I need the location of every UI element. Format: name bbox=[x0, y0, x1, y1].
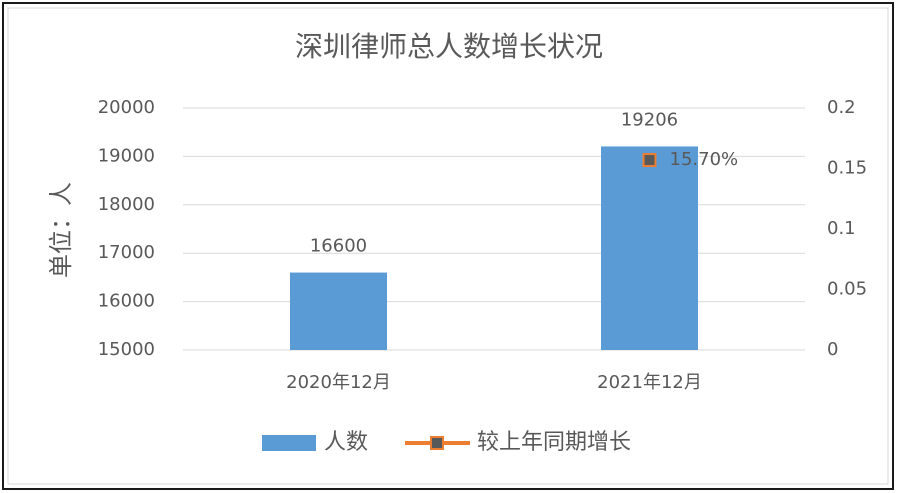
chart-title: 深圳律师总人数增长状况 bbox=[295, 30, 603, 63]
legend-label: 较上年同期增长 bbox=[477, 430, 631, 455]
y-axis-label: 单位：人 bbox=[47, 182, 75, 278]
bar bbox=[601, 146, 698, 350]
y2-tick-label: 0.2 bbox=[827, 97, 856, 118]
data-label: 16600 bbox=[310, 236, 367, 257]
y2-tick-label: 0.05 bbox=[827, 279, 867, 300]
plot-frame bbox=[7, 7, 889, 485]
y-tick-label: 18000 bbox=[98, 194, 155, 215]
legend-swatch bbox=[262, 435, 316, 451]
y-tick-label: 15000 bbox=[98, 339, 155, 360]
x-tick-label: 2020年12月 bbox=[286, 372, 391, 393]
y-tick-label: 19000 bbox=[98, 145, 155, 166]
y-tick-label: 20000 bbox=[98, 97, 155, 118]
data-label: 19206 bbox=[621, 109, 678, 130]
bar bbox=[290, 272, 387, 350]
y-tick-label: 17000 bbox=[98, 242, 155, 263]
line-marker bbox=[642, 153, 657, 168]
y-tick-label: 16000 bbox=[98, 291, 155, 312]
data-label: 15.70% bbox=[670, 149, 739, 170]
x-tick-label: 2021年12月 bbox=[597, 372, 702, 393]
legend-label: 人数 bbox=[324, 430, 368, 455]
y2-tick-label: 0 bbox=[827, 339, 838, 360]
legend-swatch-marker bbox=[430, 436, 444, 450]
y2-tick-label: 0.1 bbox=[827, 218, 856, 239]
y2-tick-label: 0.15 bbox=[827, 158, 867, 179]
